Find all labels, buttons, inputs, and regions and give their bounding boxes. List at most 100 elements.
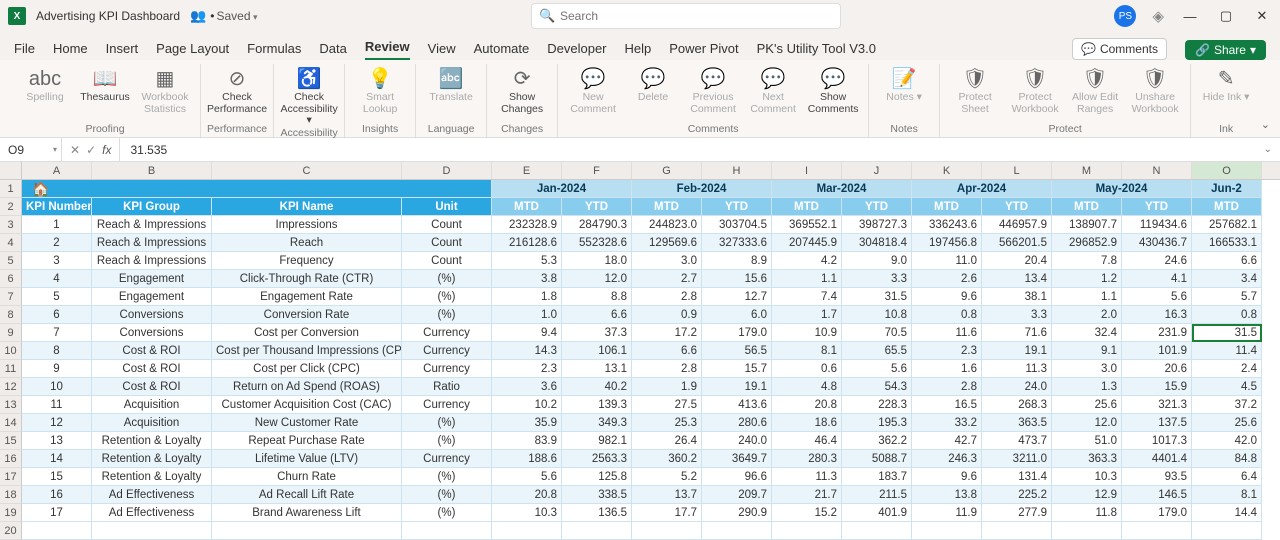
value-cell[interactable]: 131.4 [982,468,1052,486]
value-cell[interactable]: 13.8 [912,486,982,504]
value-cell[interactable]: 17.7 [632,504,702,522]
row-header-13[interactable]: 13 [0,396,22,414]
table-header-mtd[interactable]: MTD [1052,198,1122,216]
value-cell[interactable]: 3.8 [492,270,562,288]
value-cell[interactable]: 11.3 [772,468,842,486]
kpi-name-cell[interactable]: New Customer Rate [212,414,402,432]
value-cell[interactable]: 7.4 [772,288,842,306]
row-header-9[interactable]: 9 [0,324,22,342]
value-cell[interactable]: 1.6 [912,360,982,378]
value-cell[interactable]: 413.6 [702,396,772,414]
kpi-group-cell[interactable]: Retention & Loyalty [92,450,212,468]
comments-button[interactable]: 💬 Comments [1072,38,1167,60]
window-close-button[interactable]: ✕ [1252,8,1272,24]
value-cell[interactable]: 10.9 [772,324,842,342]
value-cell[interactable]: 20.6 [1122,360,1192,378]
unit-cell[interactable]: (%) [402,432,492,450]
accept-formula-icon[interactable]: ✓ [86,143,96,157]
value-cell[interactable]: 362.2 [842,432,912,450]
value-cell[interactable]: 9.1 [1052,342,1122,360]
value-cell[interactable]: 38.1 [982,288,1052,306]
value-cell[interactable]: 25.6 [1052,396,1122,414]
row-header-12[interactable]: 12 [0,378,22,396]
column-header-F[interactable]: F [562,162,632,179]
row-header-3[interactable]: 3 [0,216,22,234]
unit-cell[interactable]: Currency [402,396,492,414]
value-cell[interactable]: 3.0 [632,252,702,270]
select-all-corner[interactable] [0,162,22,179]
value-cell[interactable]: 2.8 [912,378,982,396]
unit-cell[interactable]: Ratio [402,378,492,396]
value-cell[interactable]: 83.9 [492,432,562,450]
tab-help[interactable]: Help [625,41,652,60]
value-cell[interactable]: 101.9 [1122,342,1192,360]
value-cell[interactable]: 3.0 [1052,360,1122,378]
kpi-group-cell[interactable]: Cost & ROI [92,342,212,360]
row-header-15[interactable]: 15 [0,432,22,450]
empty-cell[interactable] [92,522,212,540]
value-cell[interactable]: 42.0 [1192,432,1262,450]
kpi-name-cell[interactable]: Cost per Thousand Impressions (CPM) [212,342,402,360]
value-cell[interactable]: 209.7 [702,486,772,504]
kpi-name-cell[interactable]: Conversion Rate [212,306,402,324]
value-cell[interactable]: 16.3 [1122,306,1192,324]
value-cell[interactable]: 1.3 [1052,378,1122,396]
value-cell[interactable]: 280.6 [702,414,772,432]
value-cell[interactable]: 3.3 [842,270,912,288]
row-header-19[interactable]: 19 [0,504,22,522]
column-header-E[interactable]: E [492,162,562,179]
value-cell[interactable]: 5088.7 [842,450,912,468]
value-cell[interactable]: 179.0 [1122,504,1192,522]
value-cell[interactable]: 70.5 [842,324,912,342]
empty-cell[interactable] [1052,522,1122,540]
kpi-group-cell[interactable]: Reach & Impressions [92,252,212,270]
value-cell[interactable]: 5.6 [842,360,912,378]
value-cell[interactable]: 207445.9 [772,234,842,252]
kpi-name-cell[interactable]: Repeat Purchase Rate [212,432,402,450]
value-cell[interactable]: 93.5 [1122,468,1192,486]
kpi-group-cell[interactable]: Cost & ROI [92,378,212,396]
value-cell[interactable]: 65.5 [842,342,912,360]
value-cell[interactable]: 11.9 [912,504,982,522]
row-header-6[interactable]: 6 [0,270,22,288]
kpi-name-cell[interactable]: Customer Acquisition Cost (CAC) [212,396,402,414]
kpi-name-cell[interactable]: Brand Awareness Lift [212,504,402,522]
unit-cell[interactable]: Count [402,234,492,252]
value-cell[interactable]: 5.2 [632,468,702,486]
value-cell[interactable]: 5.6 [1122,288,1192,306]
value-cell[interactable]: 12.0 [1052,414,1122,432]
column-header-O[interactable]: O [1192,162,1262,179]
kpi-name-cell[interactable]: Return on Ad Spend (ROAS) [212,378,402,396]
empty-cell[interactable] [982,522,1052,540]
row-header-16[interactable]: 16 [0,450,22,468]
kpi-name-cell[interactable]: Lifetime Value (LTV) [212,450,402,468]
value-cell[interactable]: 14.3 [492,342,562,360]
row-header-4[interactable]: 4 [0,234,22,252]
value-cell[interactable]: 19.1 [982,342,1052,360]
kpi-name-cell[interactable]: Cost per Conversion [212,324,402,342]
kpi-group-cell[interactable]: Acquisition [92,414,212,432]
unit-cell[interactable]: Currency [402,324,492,342]
tab-home[interactable]: Home [53,41,88,60]
value-cell[interactable]: 139.3 [562,396,632,414]
value-cell[interactable]: 7.8 [1052,252,1122,270]
value-cell[interactable]: 430436.7 [1122,234,1192,252]
kpi-number-cell[interactable]: 9 [22,360,92,378]
value-cell[interactable]: 15.9 [1122,378,1192,396]
table-header[interactable]: Unit [402,198,492,216]
value-cell[interactable]: 13.1 [562,360,632,378]
value-cell[interactable]: 40.2 [562,378,632,396]
value-cell[interactable]: 8.1 [1192,486,1262,504]
value-cell[interactable]: 2.3 [912,342,982,360]
kpi-group-cell[interactable]: Reach & Impressions [92,234,212,252]
empty-cell[interactable] [1122,522,1192,540]
column-header-K[interactable]: K [912,162,982,179]
table-header-mtd[interactable]: MTD [772,198,842,216]
kpi-group-cell[interactable]: Engagement [92,270,212,288]
value-cell[interactable]: 13.4 [982,270,1052,288]
value-cell[interactable]: 11.0 [912,252,982,270]
empty-cell[interactable] [842,522,912,540]
kpi-number-cell[interactable]: 5 [22,288,92,306]
value-cell[interactable]: 195.3 [842,414,912,432]
value-cell[interactable]: 24.6 [1122,252,1192,270]
